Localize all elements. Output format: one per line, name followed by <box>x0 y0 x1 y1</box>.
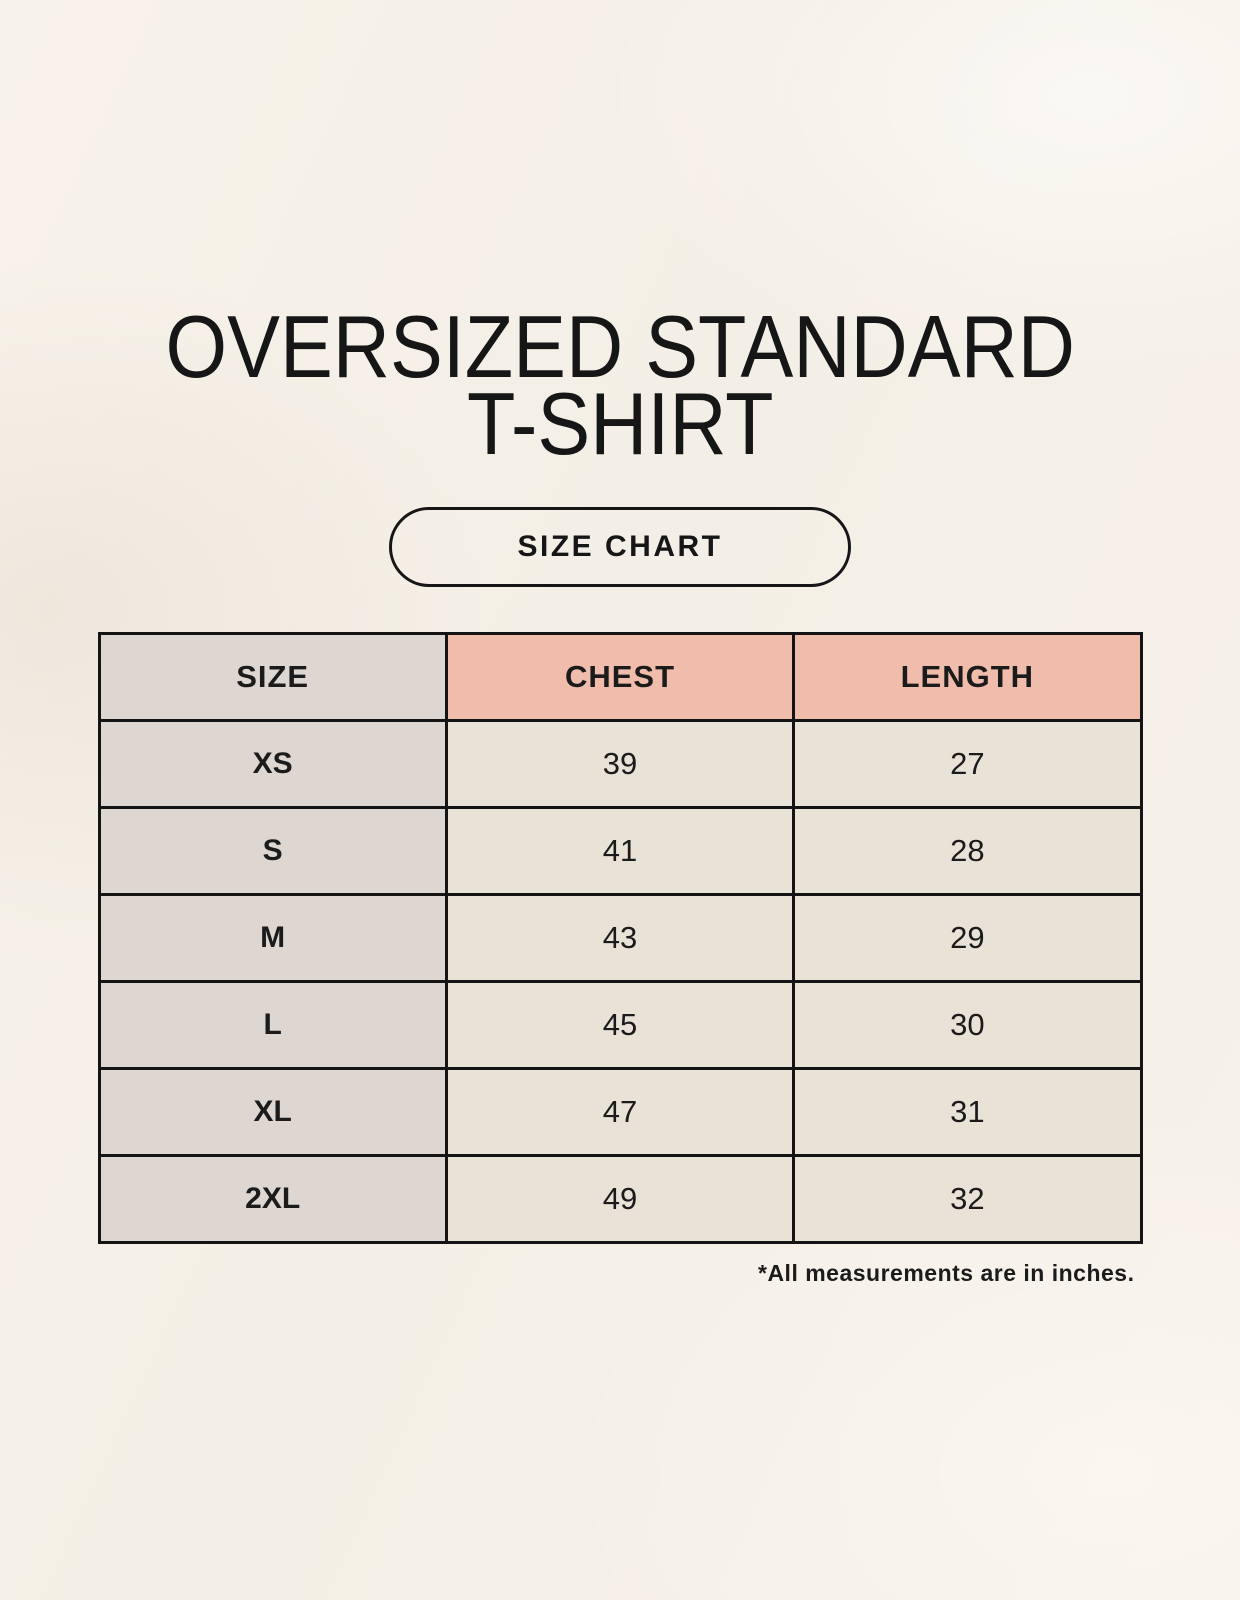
table-row-l: L 45 30 <box>97 979 1143 1070</box>
chest-value: 49 <box>444 1153 796 1244</box>
size-chart-table: SIZE CHEST LENGTH XS 39 27 S 41 28 M 43 … <box>97 631 1143 1244</box>
chest-value: 41 <box>444 805 796 896</box>
length-value: 31 <box>792 1066 1143 1157</box>
table-header-row: SIZE CHEST LENGTH <box>97 631 1143 722</box>
length-value: 30 <box>792 979 1143 1070</box>
size-label: M <box>97 892 448 983</box>
page-title-line-2: T-SHIRT <box>466 374 774 474</box>
table-row-xs: XS 39 27 <box>97 718 1143 809</box>
header-length: LENGTH <box>792 631 1143 722</box>
page-title: OVERSIZED STANDARD T-SHIRT <box>165 297 1075 474</box>
page-title-line-1: OVERSIZED STANDARD <box>165 297 1075 396</box>
chest-value: 43 <box>444 892 796 983</box>
size-chart-button[interactable]: SIZE CHART <box>389 506 851 587</box>
table-row-2xl: 2XL 49 32 <box>97 1153 1143 1244</box>
header-chest: CHEST <box>444 631 796 722</box>
table-row-xl: XL 47 31 <box>97 1066 1143 1157</box>
measurements-footnote: *All measurements are in inches. <box>758 1259 1135 1286</box>
length-value: 28 <box>792 805 1143 896</box>
size-label: S <box>97 805 448 896</box>
length-value: 29 <box>792 892 1143 983</box>
chest-value: 39 <box>444 718 796 809</box>
length-value: 32 <box>792 1153 1143 1244</box>
size-label: L <box>97 979 448 1070</box>
size-label: XS <box>97 718 448 809</box>
header-size: SIZE <box>97 631 448 722</box>
chest-value: 47 <box>444 1066 796 1157</box>
chest-value: 45 <box>444 979 796 1070</box>
table-row-m: M 43 29 <box>97 892 1143 983</box>
table-row-s: S 41 28 <box>97 805 1143 896</box>
size-label: XL <box>97 1066 448 1157</box>
length-value: 27 <box>792 718 1143 809</box>
size-label: 2XL <box>97 1153 448 1244</box>
